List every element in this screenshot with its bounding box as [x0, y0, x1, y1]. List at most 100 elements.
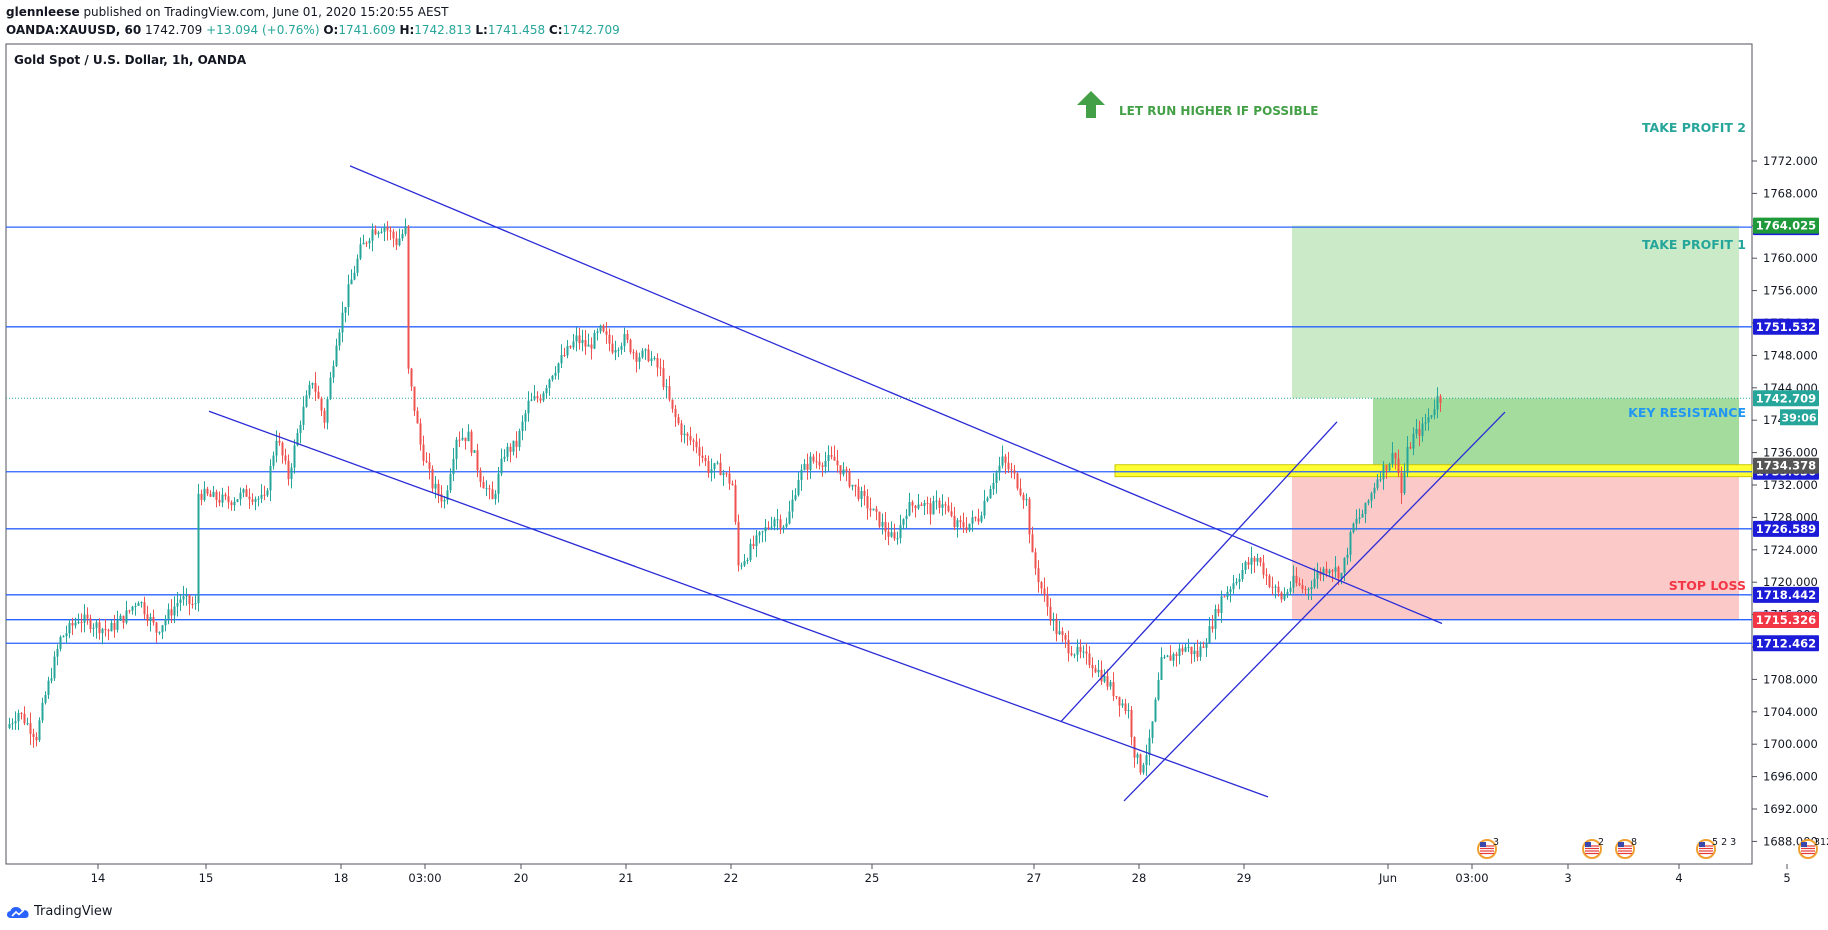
candle-body [536, 396, 539, 399]
author-name[interactable]: glennleese [6, 5, 80, 19]
candle-body [596, 331, 599, 333]
candle-body [35, 736, 38, 741]
candle-body [755, 535, 758, 547]
candle-body [32, 733, 35, 737]
candle-body [95, 622, 98, 628]
candle-body [1385, 465, 1388, 471]
candle-body [557, 363, 560, 373]
candle-body [1301, 584, 1304, 590]
candle-body [233, 501, 236, 506]
candle-body [950, 511, 953, 516]
candle-body [524, 413, 527, 422]
candle-body [575, 335, 578, 342]
candle-body [317, 391, 320, 399]
trendline-3[interactable] [1123, 411, 1506, 802]
x-tick-label: 03:00 [408, 871, 441, 885]
candle-body [449, 474, 452, 491]
candle-body [500, 458, 503, 474]
candle-body [1331, 570, 1334, 572]
candle-body [572, 341, 575, 348]
candle-body [395, 238, 398, 246]
candle-body [236, 499, 239, 502]
event-count-label: 2 [1598, 837, 1604, 848]
candle-body [683, 433, 686, 435]
candle-body [311, 383, 314, 385]
candle-body [398, 238, 401, 246]
candle-body [494, 493, 497, 500]
candle-body [1250, 557, 1253, 565]
candle-body [1127, 710, 1130, 712]
candle-body [1133, 737, 1136, 758]
candle-body [899, 524, 902, 539]
y-tick-label: 1760.000 [1763, 251, 1818, 265]
low-value: 1741.458 [487, 23, 546, 37]
candle-body [284, 455, 287, 461]
candle-body [821, 465, 824, 467]
candle-body [1043, 588, 1046, 595]
candle-body [1421, 423, 1424, 436]
candle-body [1355, 518, 1358, 524]
candle-body [182, 596, 185, 600]
candle-body [383, 226, 386, 232]
candle-body [1025, 499, 1028, 501]
trendline-1[interactable] [208, 410, 1269, 798]
let-run-higher-label: LET RUN HIGHER IF POSSIBLE [1119, 104, 1318, 118]
trendline-0[interactable] [349, 165, 1443, 625]
candle-body [377, 232, 380, 235]
candle-body [197, 493, 200, 604]
candle-body [119, 615, 122, 621]
candle-body [293, 445, 296, 468]
candle-body [89, 618, 92, 629]
candle-body [1073, 654, 1076, 656]
candle-body [1415, 428, 1418, 434]
candle-body [1304, 589, 1307, 591]
candle-body [80, 622, 83, 624]
candle-body [50, 678, 53, 681]
tradingview-footer[interactable]: TradingView [6, 904, 113, 919]
candle-body [164, 619, 167, 626]
candle-body [842, 469, 845, 475]
candle-body [641, 350, 644, 358]
candle-body [344, 307, 347, 313]
candle-body [440, 494, 443, 502]
candle-body [122, 615, 125, 623]
candle-body [215, 491, 218, 500]
candle-body [674, 408, 677, 418]
candle-body [917, 504, 920, 509]
candle-body [839, 465, 842, 475]
candle-body [563, 355, 566, 357]
x-tick-label: 14 [91, 871, 106, 885]
candle-body [809, 456, 812, 470]
candle-body [488, 488, 491, 490]
candle-body [740, 565, 743, 567]
price-tag-bg [1753, 586, 1819, 603]
us-flag-canton [1699, 842, 1705, 847]
candle-body [116, 620, 119, 630]
candle-body [1217, 609, 1220, 613]
candle-body [176, 602, 179, 607]
change-value: +13.094 (+0.76%) [206, 23, 320, 37]
candle-body [578, 335, 581, 344]
candle-body [935, 500, 938, 502]
candle-body [1214, 609, 1217, 629]
candle-body [419, 423, 422, 445]
candle-body [266, 490, 269, 496]
candle-body [461, 437, 464, 440]
candle-body [1175, 654, 1178, 657]
candle-body [251, 499, 254, 502]
candle-body [155, 622, 158, 633]
candle-body [230, 502, 233, 506]
candle-body [1148, 737, 1151, 756]
candle-body [1364, 502, 1367, 514]
candle-body [896, 538, 899, 540]
candle-body [1367, 500, 1370, 503]
candle-body [1055, 618, 1058, 635]
candle-body [893, 532, 896, 539]
candle-body [983, 500, 986, 516]
candle-body [65, 633, 68, 637]
candle-body [1193, 650, 1196, 655]
trendline-2[interactable] [1060, 421, 1338, 722]
candle-body [1430, 415, 1433, 418]
candle-body [608, 334, 611, 344]
